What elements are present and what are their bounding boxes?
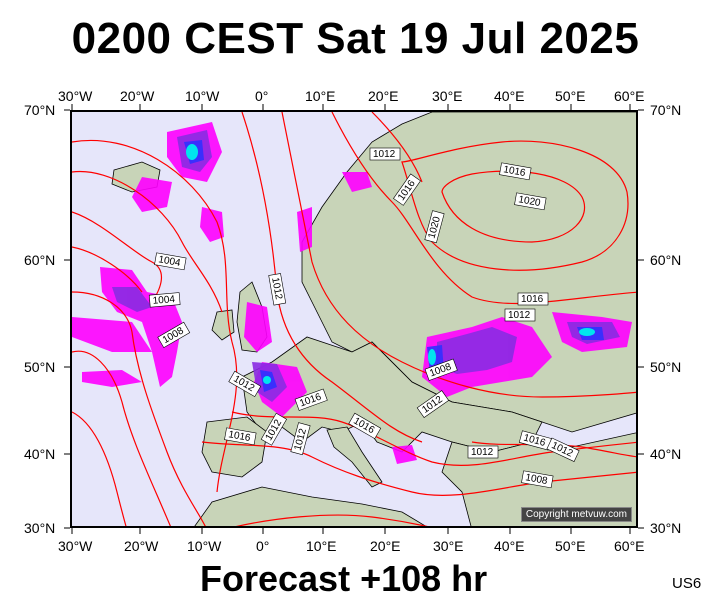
isobar-label: 1004 bbox=[148, 292, 181, 308]
weather-map[interactable]: 1012 1016 1016 1020 1020 1004 bbox=[70, 110, 638, 528]
isobar-line bbox=[72, 246, 143, 293]
isobar-line bbox=[72, 411, 127, 526]
right-tick-label: 70°N bbox=[650, 102, 682, 118]
svg-text:1016: 1016 bbox=[227, 429, 251, 444]
bottom-tick-label: 0° bbox=[256, 538, 270, 554]
isobar-line bbox=[241, 112, 423, 443]
svg-text:1004: 1004 bbox=[157, 254, 181, 269]
svg-text:1012: 1012 bbox=[269, 277, 284, 301]
bottom-tick-label: 30°E bbox=[433, 538, 464, 554]
isobar-line bbox=[72, 350, 171, 526]
top-tick-label: 30°E bbox=[432, 88, 463, 104]
model-code: US6 bbox=[672, 575, 702, 592]
land-italy bbox=[326, 426, 383, 488]
bottom-tick-label: 40°E bbox=[494, 538, 525, 554]
isobar-line bbox=[401, 140, 629, 271]
isobar-line bbox=[72, 140, 238, 493]
isobar-label: 1016 bbox=[518, 430, 552, 451]
svg-text:1012: 1012 bbox=[373, 149, 396, 160]
isobar-label: 1012 bbox=[369, 147, 401, 161]
isobar-label: 1012 bbox=[504, 308, 536, 322]
isobar-line bbox=[72, 211, 162, 303]
isobar-line bbox=[471, 441, 636, 458]
isobar-line bbox=[441, 170, 586, 243]
right-tick-label: 60°N bbox=[650, 252, 682, 268]
isobar-label: 1016 bbox=[517, 292, 549, 306]
land-north-africa bbox=[194, 486, 427, 526]
isobar-line bbox=[331, 112, 636, 305]
forecast-label: Forecast +108 hr bbox=[200, 558, 488, 599]
copyright-notice: Copyright metvuw.com bbox=[520, 507, 632, 522]
svg-text:1004: 1004 bbox=[152, 294, 176, 307]
isobars bbox=[72, 112, 636, 526]
top-tick-label: 0° bbox=[255, 88, 269, 104]
svg-text:1012: 1012 bbox=[508, 310, 531, 321]
svg-text:1012: 1012 bbox=[471, 447, 494, 458]
isobar-label: 1020 bbox=[424, 210, 445, 244]
left-tick-label: 30°N bbox=[24, 520, 56, 536]
svg-text:1016: 1016 bbox=[521, 294, 544, 305]
isobar-line bbox=[231, 411, 636, 466]
isobar-label: 1008 bbox=[521, 470, 554, 489]
top-tick-label: 30°W bbox=[58, 88, 93, 104]
bottom-tick-label: 10°E bbox=[306, 538, 337, 554]
isobar-label: 1012 bbox=[290, 422, 311, 456]
isobar-line bbox=[236, 514, 428, 526]
isobar-label: 1020 bbox=[514, 192, 547, 211]
left-tick-label: 60°N bbox=[24, 252, 56, 268]
isobar-line bbox=[72, 291, 206, 526]
svg-text:1016: 1016 bbox=[502, 164, 526, 179]
precipitation bbox=[72, 122, 632, 464]
isobar-label: 1012 bbox=[268, 273, 287, 306]
map-canvas: 1012 1016 1016 1020 1020 1004 bbox=[72, 112, 636, 526]
top-tick-label: 10°E bbox=[305, 88, 336, 104]
svg-text:1020: 1020 bbox=[517, 194, 541, 209]
bottom-tick-label: 20°W bbox=[124, 538, 159, 554]
top-tick-label: 40°E bbox=[494, 88, 525, 104]
right-tick-label: 30°N bbox=[650, 520, 682, 536]
right-tick-label: 50°N bbox=[650, 359, 682, 375]
top-tick-label: 10°W bbox=[185, 88, 220, 104]
isobar-line bbox=[72, 170, 223, 313]
isobar-label: 1016 bbox=[499, 162, 532, 181]
bottom-tick-label: 30°W bbox=[58, 538, 93, 554]
bottom-tick-label: 60°E bbox=[614, 538, 645, 554]
isobar-line bbox=[201, 441, 636, 496]
land-iberia bbox=[201, 416, 268, 478]
isobar-line bbox=[281, 112, 636, 398]
left-tick-label: 70°N bbox=[24, 102, 56, 118]
top-tick-label: 20°E bbox=[368, 88, 399, 104]
svg-text:1008: 1008 bbox=[524, 472, 548, 487]
right-tick-label: 40°N bbox=[650, 446, 682, 462]
top-tick-label: 60°E bbox=[614, 88, 645, 104]
left-tick-label: 50°N bbox=[24, 359, 56, 375]
bottom-tick-label: 20°E bbox=[370, 538, 401, 554]
map-title: 0200 CEST Sat 19 Jul 2025 bbox=[71, 14, 640, 63]
top-tick-label: 20°W bbox=[120, 88, 155, 104]
left-tick-label: 40°N bbox=[24, 446, 56, 462]
isobar-label: 1004 bbox=[154, 252, 187, 271]
top-tick-label: 50°E bbox=[555, 88, 586, 104]
isobar-label: 1016 bbox=[224, 427, 257, 446]
isobar-label: 1012 bbox=[467, 445, 499, 459]
isobar-line bbox=[371, 112, 423, 183]
bottom-tick-label: 10°W bbox=[187, 538, 222, 554]
bottom-tick-label: 50°E bbox=[555, 538, 586, 554]
